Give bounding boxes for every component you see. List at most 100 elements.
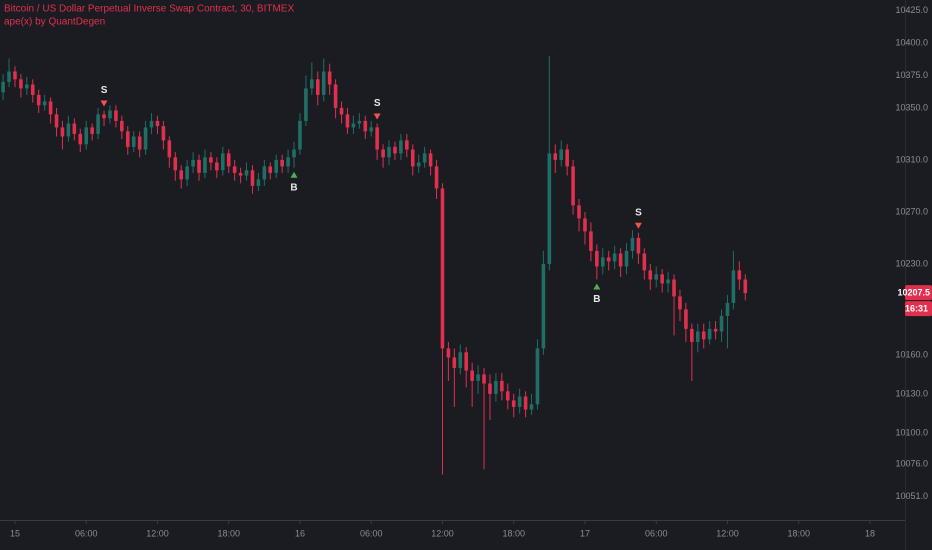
candle-body bbox=[488, 383, 492, 394]
y-tick-label: 10425.0 bbox=[895, 5, 928, 15]
candle-body bbox=[672, 279, 676, 297]
candle-body bbox=[405, 140, 409, 150]
candle-body bbox=[102, 114, 106, 119]
candle-body bbox=[125, 131, 130, 147]
candle-body bbox=[262, 166, 267, 180]
y-tick-label: 10100.0 bbox=[895, 427, 928, 437]
sell-signal bbox=[373, 113, 381, 120]
candle-body bbox=[511, 400, 516, 407]
candle-body bbox=[446, 348, 451, 358]
candle-body bbox=[559, 149, 564, 160]
candle-body bbox=[310, 79, 314, 89]
y-tick-label: 10130.0 bbox=[895, 388, 928, 398]
candle-body bbox=[7, 71, 11, 82]
candle-body bbox=[541, 263, 546, 349]
candle-body bbox=[137, 136, 142, 150]
candle-body bbox=[618, 253, 623, 267]
candle-body bbox=[743, 279, 748, 294]
candle-body bbox=[500, 380, 504, 392]
candle-body bbox=[120, 120, 124, 132]
sell-signal bbox=[634, 222, 642, 229]
candle-body bbox=[304, 88, 308, 121]
x-tick-label: 18:00 bbox=[217, 528, 240, 538]
candle-body bbox=[333, 84, 338, 108]
candle-body bbox=[707, 328, 712, 340]
candle-body bbox=[535, 348, 540, 405]
candle-body bbox=[339, 107, 344, 115]
candle-body bbox=[274, 159, 279, 173]
candle-body bbox=[143, 127, 148, 150]
candle-body bbox=[215, 162, 219, 171]
candle-body bbox=[327, 71, 332, 85]
candle-body bbox=[387, 146, 391, 158]
candle-body bbox=[505, 391, 510, 401]
candle-body bbox=[298, 120, 302, 150]
candle-body bbox=[678, 296, 682, 310]
candle-body bbox=[636, 237, 641, 254]
candle-body bbox=[416, 162, 421, 167]
candle-body bbox=[108, 110, 112, 119]
candle-body bbox=[553, 153, 558, 160]
x-tick-label: 17 bbox=[580, 528, 590, 538]
y-tick-label: 10076.0 bbox=[895, 458, 928, 468]
candle-body bbox=[250, 170, 255, 186]
candle-body bbox=[209, 157, 213, 163]
x-tick-label: 18 bbox=[865, 528, 875, 538]
candle-body bbox=[571, 166, 575, 206]
candle-body bbox=[78, 133, 83, 145]
candle-body bbox=[363, 120, 368, 132]
candle-body bbox=[48, 101, 53, 115]
candle-body bbox=[96, 114, 100, 134]
y-tick-label: 10270.0 bbox=[895, 206, 928, 216]
candle-body bbox=[232, 166, 237, 173]
candle-body bbox=[642, 253, 647, 271]
candle-body bbox=[220, 153, 225, 171]
candle-body bbox=[713, 328, 718, 332]
candle-body bbox=[458, 352, 463, 368]
last-price: 10207.5 bbox=[897, 288, 930, 298]
candle-body bbox=[179, 170, 184, 180]
signal-label: B bbox=[593, 294, 600, 305]
candle-body bbox=[701, 331, 706, 340]
candle-body bbox=[464, 352, 469, 371]
y-tick-label: 10230.0 bbox=[895, 258, 928, 268]
candle-body bbox=[428, 153, 433, 167]
candle-body bbox=[321, 71, 326, 95]
y-tick-label: 10350.0 bbox=[895, 102, 928, 112]
candle-body bbox=[719, 315, 724, 332]
candle-body bbox=[173, 157, 178, 171]
candle-body bbox=[25, 84, 29, 89]
candle-body bbox=[131, 136, 136, 147]
candle-body bbox=[238, 172, 243, 176]
candle-body bbox=[660, 274, 664, 284]
candle-body bbox=[256, 179, 261, 186]
candle-body bbox=[476, 374, 480, 381]
x-tick-label: 18:00 bbox=[787, 528, 810, 538]
candle-body bbox=[577, 205, 581, 219]
candle-body bbox=[494, 380, 498, 394]
candle-body bbox=[42, 101, 47, 106]
candle-body bbox=[197, 159, 201, 173]
candle-body bbox=[90, 127, 94, 134]
candle-body bbox=[393, 146, 397, 154]
candle-body bbox=[624, 250, 629, 267]
candle-body bbox=[185, 166, 189, 180]
candle-body bbox=[149, 120, 154, 128]
candle-body bbox=[666, 279, 670, 284]
candle-body bbox=[280, 159, 284, 167]
candle-body bbox=[268, 166, 273, 173]
signal-label: S bbox=[374, 98, 381, 109]
candle-body bbox=[482, 374, 486, 384]
x-tick-label: 18:00 bbox=[502, 528, 525, 538]
candle-body bbox=[1, 81, 5, 93]
y-tick-label: 10051.0 bbox=[895, 491, 928, 501]
candle-body bbox=[161, 126, 166, 141]
buy-signal bbox=[290, 171, 298, 178]
candle-body bbox=[191, 159, 195, 167]
candle-body bbox=[19, 79, 23, 89]
candle-body bbox=[203, 157, 207, 173]
candle-body bbox=[684, 309, 688, 329]
candle-body bbox=[72, 123, 77, 134]
indicator-name: ape(x) by QuantDegen bbox=[4, 17, 105, 28]
